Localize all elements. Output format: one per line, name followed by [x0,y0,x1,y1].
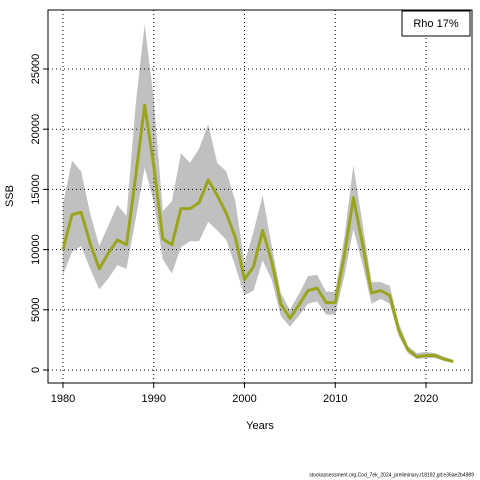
footer: stockassessment.org,Cod_7ek_2024_prelimi… [309,472,474,478]
x-tick-label: 1980 [51,393,75,405]
y-tick-label: 15000 [30,174,42,205]
y-tick-label: 25000 [30,54,42,85]
y-tick-label: 20000 [30,114,42,145]
legend-box [401,10,471,37]
x-axis-label: Years [246,420,274,432]
x-tick-label: 2010 [323,393,347,405]
x-tick-label: 2020 [414,393,438,405]
x-tick-label: 1990 [141,393,165,405]
y-tick-label: 5000 [30,298,42,322]
y-tick-label: 10000 [30,234,42,265]
y-tick-label: 0 [30,367,42,373]
plot-frame [47,9,473,384]
y-axis-label: SSB [4,185,16,207]
legend-text: Rho 17% [413,18,458,30]
x-tick-label: 2000 [232,393,256,405]
series-line [61,103,454,364]
